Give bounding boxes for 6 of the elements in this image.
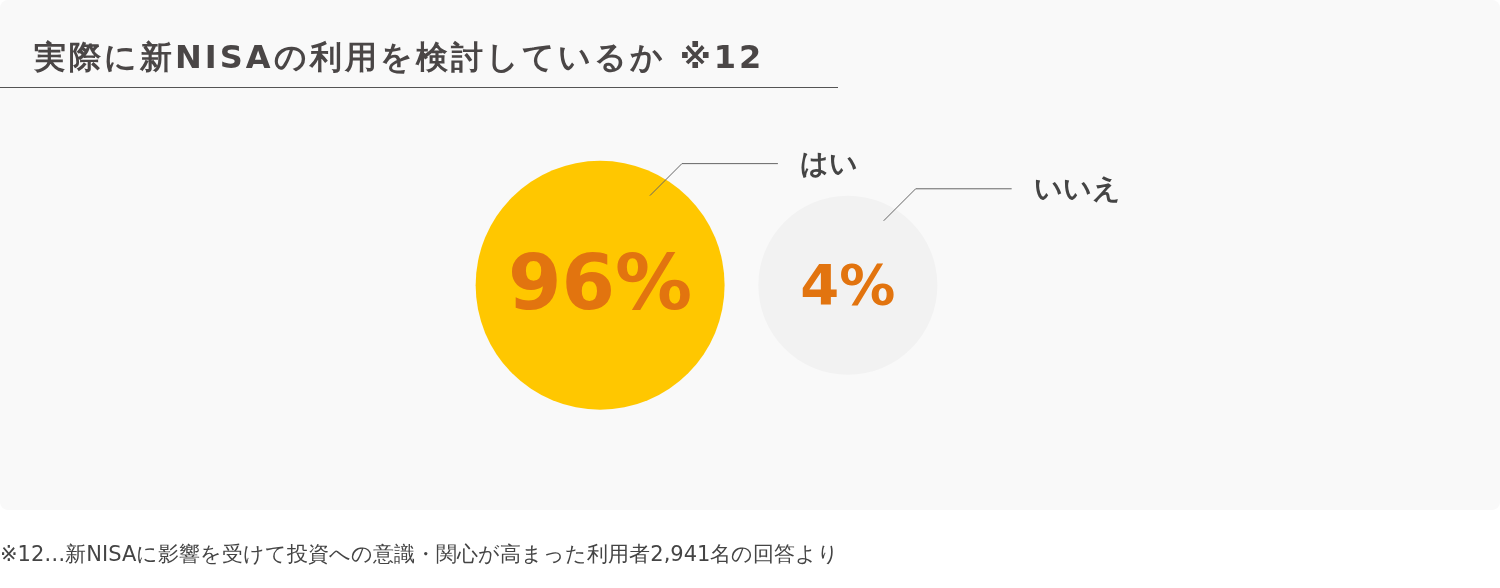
data-label: 4%: [800, 251, 896, 317]
data-label: 96%: [507, 238, 693, 328]
category-label: はい: [799, 146, 858, 180]
text: 実際に新NISAの利用を検討しているか ※12: [0, 0, 838, 88]
category-label: いいえ: [1033, 172, 1121, 206]
text: ※12…新NISAに影響を受けて投資への意識・関心が高まった利用者2,941名の回答より: [0, 541, 841, 568]
